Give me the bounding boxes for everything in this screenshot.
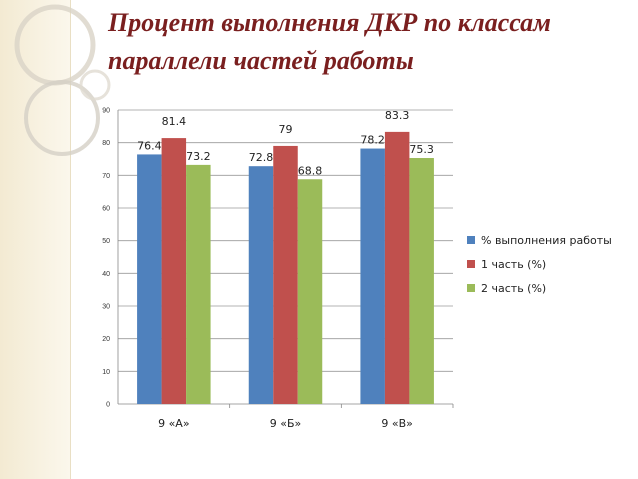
- data-label: 73.2: [186, 150, 211, 163]
- y-tick-label: 10: [102, 369, 110, 376]
- bar: [186, 164, 211, 404]
- slide-title: Процент выполнения ДКР по классам паралл…: [108, 4, 628, 80]
- bar: [248, 166, 274, 404]
- bar: [384, 131, 410, 405]
- category-label: 9 «А»: [158, 417, 189, 430]
- y-tick-label: 20: [102, 336, 110, 343]
- title-line-2: параллели частей работы: [108, 46, 414, 75]
- legend-label: 1 часть (%): [481, 258, 546, 271]
- bar: [137, 154, 162, 404]
- y-tick-label: 90: [102, 108, 110, 115]
- data-label: 75.3: [409, 143, 434, 156]
- bar: [409, 158, 434, 404]
- data-label: 83.3: [385, 109, 410, 122]
- title-line-1: Процент выполнения ДКР по классам: [108, 8, 551, 37]
- y-tick-label: 40: [102, 271, 110, 278]
- y-tick-label: 0: [106, 402, 110, 409]
- legend-swatch: [467, 260, 475, 268]
- legend-swatch: [467, 236, 475, 244]
- y-tick-label: 50: [102, 238, 110, 245]
- y-tick-label: 30: [102, 304, 110, 311]
- category-label: 9 «В»: [381, 417, 413, 430]
- data-label: 68.8: [298, 164, 323, 177]
- y-tick-label: 70: [102, 173, 110, 180]
- data-label: 81.4: [162, 115, 187, 128]
- bar: [273, 145, 298, 404]
- legend-label: 2 часть (%): [481, 282, 546, 295]
- bar: [360, 148, 385, 404]
- data-label: 72.8: [249, 151, 274, 164]
- category-label: 9 «Б»: [270, 417, 302, 430]
- y-tick-label: 60: [102, 206, 110, 213]
- y-tick-label: 80: [102, 140, 110, 147]
- bar: [297, 179, 323, 404]
- data-label: 76.4: [137, 139, 162, 152]
- legend-label: % выполнения работы: [481, 234, 612, 247]
- bar: [161, 138, 187, 405]
- legend-swatch: [467, 284, 475, 292]
- data-label: 78.2: [360, 134, 385, 147]
- data-label: 79: [279, 123, 293, 136]
- decorative-circles: [14, 4, 111, 156]
